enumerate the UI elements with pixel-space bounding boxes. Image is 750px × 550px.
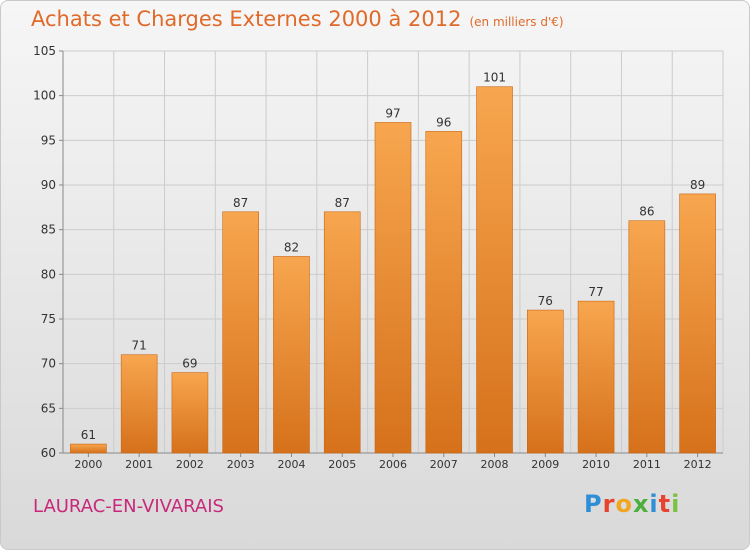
bar-2000 (70, 443, 107, 454)
data-label-2009: 76 (538, 294, 553, 308)
bar-2009 (527, 309, 564, 454)
logo-letter: o (615, 490, 633, 518)
data-label-2012: 89 (690, 178, 705, 192)
bar-2003 (222, 211, 259, 454)
logo-letter: i (671, 490, 681, 518)
x-tick-label-2006: 2006 (379, 458, 407, 471)
data-label-2010: 77 (588, 285, 603, 299)
bars: 61 71 69 87 82 87 97 96 101 76 77 86 89 (70, 71, 716, 454)
x-tick-label-2000: 2000 (74, 458, 102, 471)
data-label-2005: 87 (335, 196, 350, 210)
x-tick-label-2003: 2003 (227, 458, 255, 471)
logo-letter: P (584, 490, 603, 518)
bar-2008 (476, 86, 513, 454)
x-tick-label-2009: 2009 (531, 458, 559, 471)
y-tick-label: 95 (41, 133, 56, 147)
bar-2010 (577, 300, 615, 454)
bar-2011 (628, 220, 666, 454)
y-tick-label: 60 (41, 446, 56, 460)
y-tick-label: 85 (41, 223, 56, 237)
chart-title: Achats et Charges Externes 2000 à 2012 (e… (31, 7, 564, 31)
data-label-2004: 82 (284, 240, 299, 254)
logo-letter: x (632, 490, 650, 518)
x-tick-label-2004: 2004 (277, 458, 305, 471)
data-label-2007: 96 (436, 115, 451, 129)
bar-2006 (374, 122, 412, 454)
x-tick-label-2012: 2012 (684, 458, 712, 471)
y-tick-label: 100 (33, 89, 56, 103)
data-label-2001: 71 (132, 339, 147, 353)
data-label-2006: 97 (385, 106, 400, 120)
x-tick-label-2008: 2008 (481, 458, 509, 471)
bar-2002 (171, 372, 209, 454)
logo-letter: t (658, 490, 672, 518)
data-label-2011: 86 (639, 205, 654, 219)
y-tick-label: 65 (41, 401, 56, 415)
data-label-2003: 87 (233, 196, 248, 210)
y-tick-label: 90 (41, 178, 56, 192)
axes: 60 65 70 75 80 85 90 95 100 105 2000 2001 2002 2003 20… (33, 44, 723, 471)
y-tick-label: 105 (33, 44, 56, 58)
title-text: Achats et Charges Externes 2000 à 2012 (31, 7, 462, 31)
x-tick-label-2002: 2002 (176, 458, 204, 471)
location-name: LAURAC-EN-VIVARAIS (33, 496, 224, 517)
bar-2005 (323, 211, 361, 454)
data-label-2002: 69 (182, 357, 197, 371)
logo-letter: i (649, 490, 659, 518)
y-tick-label: 75 (41, 312, 56, 326)
y-tick-label: 80 (41, 267, 56, 281)
logo-letter: r (602, 490, 616, 518)
x-tick-label-2005: 2005 (328, 458, 356, 471)
bar-2012 (679, 193, 716, 454)
unit-label: (en milliers d'€) (469, 15, 564, 29)
data-label-2000: 61 (81, 428, 96, 442)
bar-2001 (120, 354, 158, 454)
bar-2007 (425, 131, 463, 454)
y-tick-label: 70 (41, 357, 56, 371)
x-tick-label-2001: 2001 (125, 458, 153, 471)
data-label-2008: 101 (483, 71, 506, 85)
bar-2004 (273, 256, 310, 454)
x-tick-label-2007: 2007 (430, 458, 458, 471)
x-tick-label-2010: 2010 (582, 458, 610, 471)
proxiti-logo: Proxiti (584, 490, 680, 518)
x-tick-label-2011: 2011 (633, 458, 661, 471)
